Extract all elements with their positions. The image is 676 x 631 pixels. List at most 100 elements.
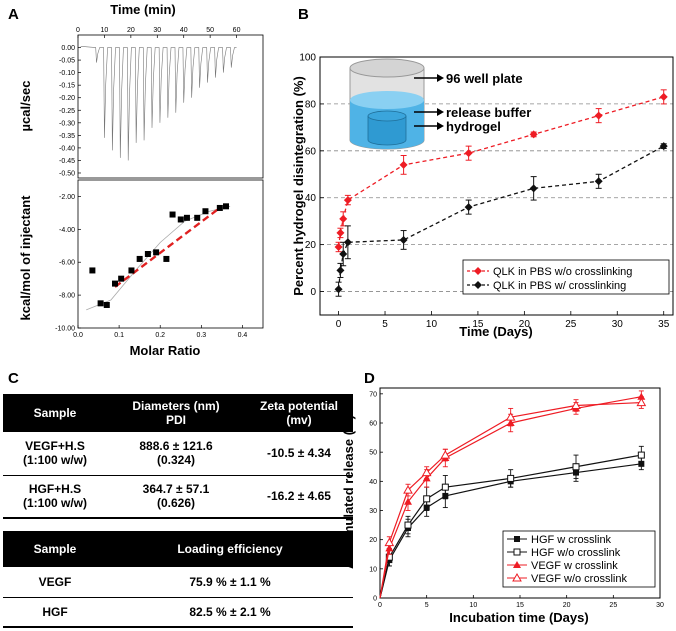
data-point-d xyxy=(386,557,393,564)
sample-ratio: (1:100 w/w) xyxy=(22,496,88,511)
fit-line-a xyxy=(114,205,223,288)
y-tick-label-a-bottom: -4.00 xyxy=(59,227,75,234)
panel-label-c: C xyxy=(8,370,19,387)
annotation-label: release buffer xyxy=(446,105,531,120)
loading-efficiency-table: Sample Loading efficiency VEGF 75.9 % ± … xyxy=(3,531,353,628)
y-tick-label-d: 0 xyxy=(373,596,377,603)
y-tick-label-a-top: -0.45 xyxy=(59,158,75,165)
x-tick-label-d: 10 xyxy=(469,602,477,609)
data-point-a xyxy=(144,251,151,257)
series-line-d-1 xyxy=(379,454,642,599)
data-point-a xyxy=(202,208,209,215)
table-row: VEGF+H.S (1:100 w/w) 888.6 ± 121.6 (0.32… xyxy=(3,432,353,476)
data-point-a xyxy=(112,280,118,287)
legend-label-b: QLK in PBS w/o crosslinking xyxy=(493,266,632,278)
x-tick-label-a-top: 50 xyxy=(206,27,214,34)
data-point-d xyxy=(441,454,450,461)
x-tick-label-a-bottom: 0.3 xyxy=(196,332,206,339)
annotation-arrowhead xyxy=(437,74,444,82)
data-point-a xyxy=(136,255,143,262)
data-point-a xyxy=(169,211,176,218)
data-point-d xyxy=(637,451,645,459)
diameter-value: 364.7 ± 57.1 xyxy=(142,482,210,497)
release-buffer-icon xyxy=(350,100,424,149)
y-tick-label-d: 10 xyxy=(369,566,377,573)
data-point-b xyxy=(339,214,348,223)
data-point-d xyxy=(404,497,412,505)
y-tick-label-d: 20 xyxy=(369,537,377,544)
data-point-b xyxy=(336,228,345,237)
data-point-d xyxy=(423,495,431,503)
y-axis-title-a-bottom: kcal/mol of injectant xyxy=(18,195,33,321)
data-point-a xyxy=(89,267,96,274)
header-pdi-label: PDI xyxy=(165,413,186,427)
data-point-d xyxy=(637,392,646,400)
data-point-b xyxy=(399,160,408,169)
y-tick-label-a-bottom: -10.00 xyxy=(55,326,75,333)
y-tick-label-b: 100 xyxy=(299,53,316,64)
cell-sample: VEGF xyxy=(3,567,107,598)
x-tick-label-b: 25 xyxy=(565,319,577,330)
y-tick-label-a-top: -0.40 xyxy=(59,145,75,152)
data-point-b xyxy=(343,238,352,247)
legend-label-d: VEGF w/o crosslink xyxy=(531,573,627,585)
cell-zeta: -10.5 ± 4.34 xyxy=(245,432,353,476)
plot-frame-a-bottom xyxy=(77,179,264,329)
panel-label-d: D xyxy=(364,370,375,387)
legend-marker-d xyxy=(512,572,522,582)
y-tick-label-d: 40 xyxy=(369,479,377,486)
y-tick-label-a-top: -0.35 xyxy=(59,133,75,140)
x-tick-label-b: 5 xyxy=(382,319,388,330)
data-point-d xyxy=(405,525,411,531)
cell-diameter: 888.6 ± 121.6 (0.324) xyxy=(107,432,245,476)
diameter-value: 888.6 ± 121.6 xyxy=(139,439,213,454)
x-tick-label-d: 30 xyxy=(656,602,664,609)
legend-marker-d xyxy=(514,536,520,542)
y-tick-label-a-bottom: -2.00 xyxy=(59,194,75,201)
fit-curve-a xyxy=(86,205,231,311)
data-point-a xyxy=(103,301,110,308)
legend-marker-d xyxy=(513,561,521,568)
y-tick-label-b: 20 xyxy=(305,240,317,251)
pdi-value: (0.324) xyxy=(156,453,196,468)
x-tick-label-a-top: 20 xyxy=(127,27,135,34)
x-tick-label-a-bottom: 0.1 xyxy=(114,332,124,339)
x-tick-label-a-top: 40 xyxy=(180,27,188,34)
x-axis-title-a-top: Time (min) xyxy=(110,2,176,17)
data-point-d xyxy=(403,485,413,494)
legend-d xyxy=(502,530,656,588)
data-point-d xyxy=(404,521,412,529)
legend-b xyxy=(462,259,670,295)
y-tick-label-a-top: -0.30 xyxy=(59,120,75,127)
legend-label-d: VEGF w crosslink xyxy=(531,560,618,572)
header-loading: Loading efficiency xyxy=(107,531,353,567)
data-point-b xyxy=(334,285,343,294)
data-point-d xyxy=(572,404,580,412)
x-tick-label-a-top: 60 xyxy=(233,27,241,34)
data-point-b xyxy=(343,196,352,205)
y-tick-label-b: 80 xyxy=(305,99,317,110)
data-point-b xyxy=(594,177,603,186)
data-point-d xyxy=(441,483,449,491)
annotation-arrowhead xyxy=(437,108,444,116)
data-point-d xyxy=(385,553,393,561)
x-tick-label-d: 25 xyxy=(609,602,617,609)
x-tick-label-b: 35 xyxy=(658,319,670,330)
annotation-label: hydrogel xyxy=(446,119,501,134)
data-point-a xyxy=(216,204,223,211)
series-line-d-3 xyxy=(379,401,642,599)
well-plate-icon xyxy=(349,68,425,150)
x-tick-label-d: 5 xyxy=(425,602,429,609)
series-line-b-1 xyxy=(337,145,665,290)
table-row: HGF+H.S (1:100 w/w) 364.7 ± 57.1 (0.626)… xyxy=(3,475,353,519)
data-point-a xyxy=(183,214,190,221)
data-point-d xyxy=(421,467,432,477)
x-tick-label-b: 20 xyxy=(519,319,531,330)
data-point-b xyxy=(334,242,343,251)
sample-name: HGF+H.S xyxy=(28,482,82,497)
data-point-d xyxy=(571,400,581,409)
legend-marker-b xyxy=(474,267,482,275)
pdi-value: (0.626) xyxy=(156,496,196,511)
annotation-label: 96 well plate xyxy=(446,71,523,86)
data-point-b xyxy=(659,142,668,151)
